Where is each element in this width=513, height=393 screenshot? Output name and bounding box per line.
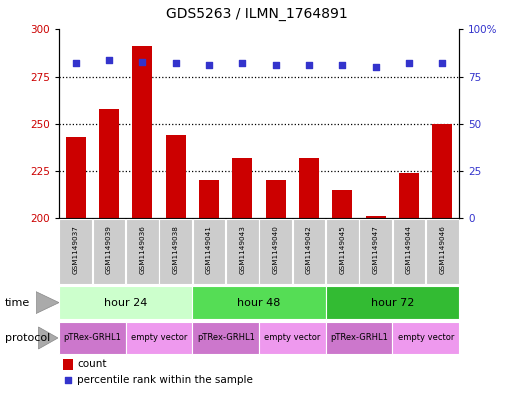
Bar	[166, 135, 186, 218]
Text: hour 48: hour 48	[238, 298, 281, 308]
Bar	[266, 180, 286, 218]
Point	[205, 62, 213, 68]
Point	[371, 64, 380, 70]
Bar	[160, 219, 192, 284]
Text: GSM1149043: GSM1149043	[240, 225, 245, 274]
Point	[271, 62, 280, 68]
Point	[305, 62, 313, 68]
Bar	[93, 219, 125, 284]
Text: hour 72: hour 72	[371, 298, 414, 308]
Bar	[432, 124, 452, 218]
Text: pTRex-GRHL1: pTRex-GRHL1	[197, 334, 254, 342]
Point	[71, 60, 80, 66]
Point	[171, 60, 180, 66]
Point	[64, 377, 72, 384]
Text: time: time	[5, 298, 30, 308]
Bar	[293, 219, 325, 284]
Bar	[392, 322, 459, 354]
Text: GSM1149047: GSM1149047	[373, 225, 379, 274]
Bar	[360, 219, 392, 284]
Bar	[260, 219, 292, 284]
Text: hour 24: hour 24	[104, 298, 147, 308]
Bar	[393, 219, 425, 284]
Bar	[192, 322, 259, 354]
Bar	[226, 219, 259, 284]
Point	[238, 60, 246, 66]
Point	[405, 60, 413, 66]
Text: GSM1149045: GSM1149045	[340, 225, 345, 274]
Bar	[199, 180, 219, 218]
Point	[138, 59, 146, 65]
Text: pTRex-GRHL1: pTRex-GRHL1	[64, 334, 121, 342]
Bar	[59, 286, 192, 319]
Bar	[259, 322, 326, 354]
Text: count: count	[77, 359, 107, 369]
Text: percentile rank within the sample: percentile rank within the sample	[77, 375, 253, 386]
Point	[338, 62, 346, 68]
Text: protocol: protocol	[5, 333, 50, 343]
Text: GSM1149040: GSM1149040	[273, 225, 279, 274]
Bar	[326, 322, 392, 354]
Bar	[132, 46, 152, 218]
Bar	[399, 173, 419, 218]
Bar	[60, 219, 92, 284]
Bar	[366, 216, 386, 218]
Bar	[299, 158, 319, 218]
Bar	[59, 322, 126, 354]
Point	[105, 57, 113, 63]
Point	[438, 60, 446, 66]
Bar	[126, 219, 159, 284]
Bar	[192, 286, 326, 319]
Bar	[63, 359, 73, 370]
Bar	[232, 158, 252, 218]
Polygon shape	[38, 327, 58, 349]
Bar	[126, 322, 192, 354]
Text: GSM1149036: GSM1149036	[140, 225, 145, 274]
Bar	[426, 219, 459, 284]
Text: empty vector: empty vector	[131, 334, 187, 342]
Text: GSM1149046: GSM1149046	[440, 225, 445, 274]
Text: GSM1149044: GSM1149044	[406, 225, 412, 274]
Bar	[326, 219, 359, 284]
Text: empty vector: empty vector	[398, 334, 454, 342]
Bar	[332, 190, 352, 218]
Polygon shape	[36, 292, 59, 314]
Text: pTRex-GRHL1: pTRex-GRHL1	[330, 334, 388, 342]
Text: GSM1149039: GSM1149039	[106, 225, 112, 274]
Text: GSM1149038: GSM1149038	[173, 225, 179, 274]
Text: GSM1149042: GSM1149042	[306, 225, 312, 274]
Text: GSM1149041: GSM1149041	[206, 225, 212, 274]
Text: GSM1149037: GSM1149037	[73, 225, 78, 274]
Bar	[66, 137, 86, 218]
Bar	[193, 219, 225, 284]
Bar	[99, 109, 119, 218]
Text: GDS5263 / ILMN_1764891: GDS5263 / ILMN_1764891	[166, 7, 347, 21]
Text: empty vector: empty vector	[264, 334, 321, 342]
Bar	[326, 286, 459, 319]
